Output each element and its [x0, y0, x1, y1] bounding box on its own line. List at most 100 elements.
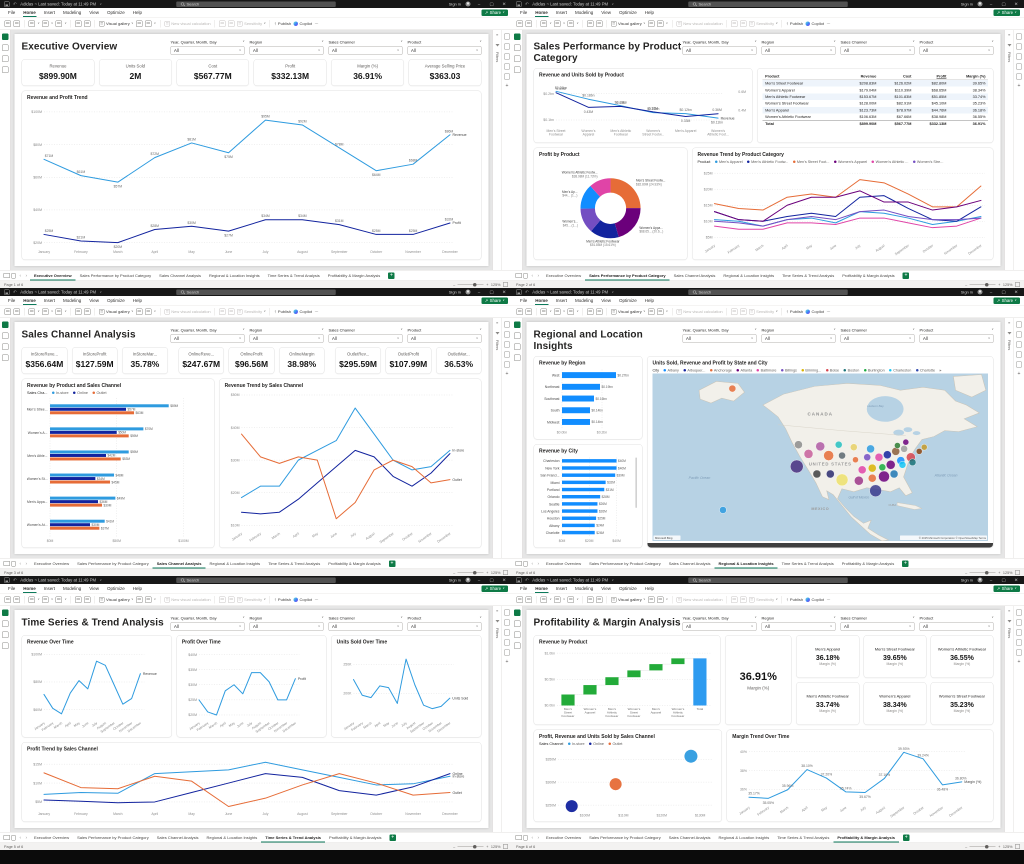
ribbon-more-button[interactable]: ⋯: [314, 597, 319, 602]
kpi-card-onlinemargin[interactable]: OnlineMargin 38.98%: [278, 347, 325, 374]
kpi-card-outletmar[interactable]: OutletMar... 36.53%: [435, 347, 482, 374]
model-view-icon[interactable]: [1, 55, 9, 62]
bookmarks-pane-icon[interactable]: [504, 639, 510, 646]
tab-regional-location-insights[interactable]: Regional & Location Insights: [206, 835, 258, 840]
visual-gallery-button[interactable]: Visual gallery ∨: [611, 20, 645, 27]
tab-profitability-margin-analysis[interactable]: Profitability & Margin Analysis: [328, 561, 381, 566]
slicer-header-caret-icon[interactable]: ∨: [833, 328, 836, 331]
filters-pane-collapsed[interactable]: « Filters: [492, 318, 502, 558]
format-pane-icon[interactable]: [1016, 619, 1022, 626]
filters-pane-collapsed[interactable]: « Filters: [1004, 30, 1014, 270]
slicer-dropdown[interactable]: All ∨: [407, 334, 482, 343]
visualizations-pane-icon[interactable]: [1016, 609, 1022, 616]
excel-workbook-icon[interactable]: [554, 308, 561, 315]
slicer-dropdown[interactable]: All ∨: [682, 622, 757, 631]
table-view-icon[interactable]: [1, 620, 9, 627]
visualizations-pane-icon[interactable]: [1016, 321, 1022, 328]
selection-pane-icon[interactable]: [1016, 649, 1022, 656]
minimize-icon[interactable]: –: [477, 289, 481, 295]
new-visual-icon[interactable]: [84, 596, 91, 603]
close-icon[interactable]: ✕: [1014, 289, 1018, 295]
get-data-icon[interactable]: [28, 308, 35, 315]
search-box[interactable]: Search: [688, 289, 848, 295]
new-visual-icon[interactable]: [596, 20, 603, 27]
copilot-button[interactable]: Copilot: [805, 597, 824, 602]
save-icon[interactable]: [516, 289, 522, 295]
ribbon-more-button[interactable]: ⋯: [314, 309, 319, 314]
filters-pane-collapsed[interactable]: « Filters: [1004, 606, 1014, 832]
zoom-slider[interactable]: [969, 282, 996, 287]
filters-pane-collapsed[interactable]: « Filters: [1004, 318, 1014, 558]
zoom-slider[interactable]: [457, 282, 484, 287]
prev-page-icon[interactable]: ‹: [19, 561, 22, 566]
menu-insert[interactable]: Insert: [555, 297, 568, 303]
zoom-in-icon[interactable]: +: [998, 282, 1001, 287]
tab-executive-overview[interactable]: Executive Overview: [546, 273, 582, 278]
zoom-in-icon[interactable]: +: [486, 570, 489, 575]
transform-caret-icon[interactable]: ∨: [64, 598, 67, 601]
legend-item-atlanta[interactable]: Atlanta: [736, 368, 752, 373]
menu-view[interactable]: View: [601, 585, 611, 591]
refresh-icon[interactable]: [587, 308, 594, 315]
mobile-layout-icon[interactable]: [11, 560, 16, 567]
shapes-caret-icon[interactable]: ∨: [665, 310, 668, 313]
new-page-button[interactable]: +: [902, 834, 910, 841]
table-row[interactable]: Women's Athletic Footwear $106.63M $67.66M…: [765, 114, 986, 120]
slicer-header-caret-icon[interactable]: ∨: [833, 616, 836, 619]
shapes-icon[interactable]: [144, 20, 152, 27]
paste-icon[interactable]: [4, 308, 11, 315]
kpi-card-outletprofit[interactable]: OutletProfit $107.99M: [385, 347, 432, 374]
publish-button[interactable]: ↑ Publish: [274, 597, 291, 602]
new-visual-icon[interactable]: [596, 308, 603, 315]
close-icon[interactable]: ✕: [502, 577, 506, 583]
zoom-control[interactable]: – + 125%: [453, 282, 508, 287]
model-view-icon[interactable]: [1, 631, 9, 638]
table-view-icon[interactable]: [1, 44, 9, 51]
maximize-icon[interactable]: ▢: [1001, 1, 1006, 7]
legend-item-men-s-apparel[interactable]: Men's Apparel: [714, 160, 743, 164]
slicer-header-caret-icon[interactable]: ∨: [400, 616, 403, 619]
copilot-button[interactable]: Copilot: [805, 21, 824, 26]
undo-icon[interactable]: ↶: [13, 289, 17, 295]
format-painter-icon[interactable]: [13, 308, 20, 315]
report-view-icon[interactable]: [513, 609, 521, 616]
legend-item-outlet[interactable]: Outlet: [92, 391, 107, 395]
table-row[interactable]: Women's Street Footwear $128.00M $82.91M $4…: [765, 101, 986, 106]
legend-item-men-s-athletic-footw[interactable]: Men's Athletic Footw...: [747, 160, 788, 164]
kpi-card-profit[interactable]: Profit $332.13M: [253, 59, 327, 86]
slicer-dropdown[interactable]: All ∨: [170, 334, 245, 343]
excel-caret-icon[interactable]: ∨: [563, 598, 566, 601]
tab-sales-performance-by-product-category[interactable]: Sales Performance by Product Category: [77, 561, 149, 566]
menu-optimize[interactable]: Optimize: [106, 297, 125, 303]
get-data-caret-icon[interactable]: ∨: [37, 598, 40, 601]
kpi-card-cost[interactable]: Cost $567.77M: [176, 59, 250, 86]
sign-in-link[interactable]: Sign in: [448, 577, 461, 583]
fit-to-page-icon[interactable]: [503, 282, 508, 287]
zoom-slider-thumb[interactable]: [984, 570, 989, 575]
avatar[interactable]: [465, 289, 471, 295]
menu-help[interactable]: Help: [132, 297, 142, 303]
new-visual-icon[interactable]: [84, 308, 91, 315]
kpi-card-units-sold[interactable]: Units Sold 2M: [98, 59, 172, 86]
tab-sales-performance-by-product-category[interactable]: Sales Performance by Product Category: [589, 561, 661, 566]
slicer-dropdown[interactable]: All ∨: [761, 46, 836, 55]
menu-insert[interactable]: Insert: [555, 585, 568, 591]
card-revenue-units-by-product[interactable]: Revenue and Units Sold by Product $0.1bn $…: [533, 68, 753, 143]
menu-modeling[interactable]: Modeling: [63, 297, 82, 303]
zoom-in-icon[interactable]: +: [998, 570, 1001, 575]
kpi-card-revenue[interactable]: Revenue $899.90M: [21, 59, 95, 86]
data-pane-icon[interactable]: [1016, 341, 1022, 348]
transform-data-icon[interactable]: [55, 20, 63, 27]
menu-modeling[interactable]: Modeling: [63, 585, 82, 591]
zoom-out-icon[interactable]: –: [453, 844, 456, 849]
publish-button[interactable]: ↑ Publish: [274, 21, 291, 26]
menu-file[interactable]: File: [520, 585, 528, 591]
shapes-icon[interactable]: [656, 596, 664, 603]
excel-workbook-icon[interactable]: [42, 20, 49, 27]
fit-to-page-icon[interactable]: [1015, 570, 1020, 575]
get-data-icon[interactable]: [540, 20, 547, 27]
column-header-margin[interactable]: Margin (%): [948, 72, 988, 80]
tab-executive-overview[interactable]: Executive Overview: [34, 835, 70, 840]
next-page-icon[interactable]: ›: [537, 835, 540, 840]
legend-item-baltimore[interactable]: Baltimore: [756, 368, 777, 373]
